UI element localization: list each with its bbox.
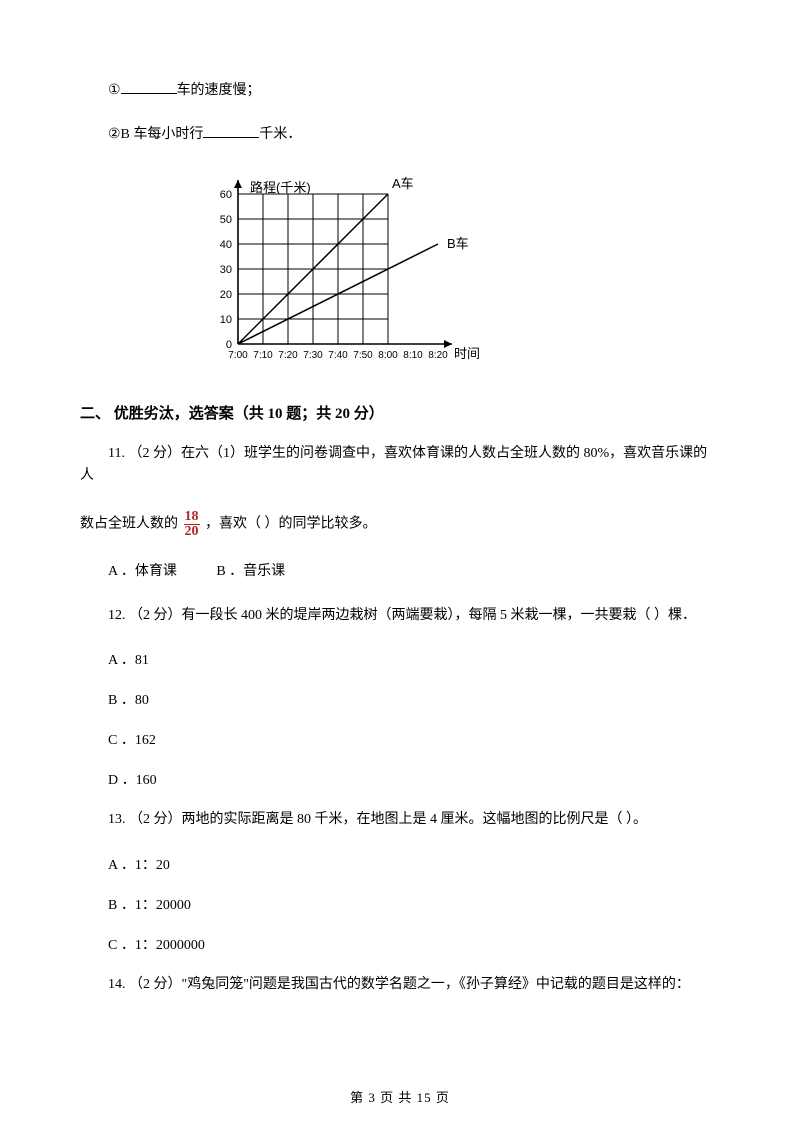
q13-option-c[interactable]: C ．1：2000000 [80,934,720,954]
q12-option-d[interactable]: D ．160 [80,769,720,789]
svg-text:时间: 时间 [454,346,480,361]
q-fill-2-prefix: ②B 车每小时行 [108,127,203,142]
q14-stem: 14. （2 分）"鸡兔同笼"问题是我国古代的数学名题之一，《孙子算经》中记载的… [80,974,720,996]
svg-text:60: 60 [220,189,232,201]
q-fill-line-1: ① 车的速度慢； [80,80,720,102]
q12-option-a[interactable]: A ．81 [80,649,720,669]
q12-option-c[interactable]: C ．162 [80,729,720,749]
q13-option-b[interactable]: B ．1：20000 [80,894,720,914]
q11-fraction: 18 20 [182,510,202,539]
q11-stem-line2: 数占全班人数的 18 20 ，喜欢（ ）的同学比较多。 [80,510,720,539]
q11-frac-den: 20 [184,525,200,539]
svg-text:B车: B车 [447,236,469,251]
svg-text:7:30: 7:30 [303,350,323,361]
svg-text:8:10: 8:10 [403,350,423,361]
svg-text:50: 50 [220,214,232,226]
q11-option-b[interactable]: B ．音乐课 [216,564,285,579]
q11-post: ，喜欢（ ）的同学比较多。 [205,516,377,531]
svg-text:40: 40 [220,239,232,251]
q-fill-1-suffix: 车的速度慢； [177,83,261,98]
q-fill-1-prefix: ① [108,83,121,98]
page-footer: 第 3 页 共 15 页 [0,1087,800,1106]
q-fill-2-suffix: 千米． [259,127,301,142]
svg-text:7:20: 7:20 [278,350,298,361]
svg-text:7:50: 7:50 [353,350,373,361]
q11-stem-line1: 11. （2 分）在六（1）班学生的问卷调查中，喜欢体育课的人数占全班人数的 8… [80,443,720,488]
svg-text:20: 20 [220,289,232,301]
svg-text:8:00: 8:00 [378,350,398,361]
svg-text:7:40: 7:40 [328,350,348,361]
q12-option-b[interactable]: B ．80 [80,689,720,709]
distance-time-chart: 01020304050607:007:107:207:307:407:508:0… [190,169,720,384]
blank-1[interactable] [121,80,177,94]
q11-options: A ．体育课 B ．音乐课 [80,561,720,583]
q13-stem: 13. （2 分）两地的实际距离是 80 千米，在地图上是 4 厘米。这幅地图的… [80,809,720,831]
svg-text:10: 10 [220,314,232,326]
q-fill-line-2: ②B 车每小时行 千米． [80,124,720,146]
svg-text:7:10: 7:10 [253,350,273,361]
blank-2[interactable] [203,124,259,138]
svg-text:30: 30 [220,264,232,276]
svg-text:A车: A车 [392,176,414,191]
q11-frac-num: 18 [184,510,200,525]
chart-svg: 01020304050607:007:107:207:307:407:508:0… [190,169,490,379]
q11-pre: 数占全班人数的 [80,516,182,531]
q11-option-a[interactable]: A ．体育课 [108,564,177,579]
svg-text:8:20: 8:20 [428,350,448,361]
svg-text:路程(千米): 路程(千米) [250,180,311,195]
q12-stem: 12. （2 分）有一段长 400 米的堤岸两边栽树（两端要栽），每隔 5 米栽… [80,605,720,627]
section-2-heading: 二、 优胜劣汰，选答案（共 10 题；共 20 分） [80,402,720,423]
svg-text:7:00: 7:00 [228,350,248,361]
q13-option-a[interactable]: A ．1：20 [80,854,720,874]
